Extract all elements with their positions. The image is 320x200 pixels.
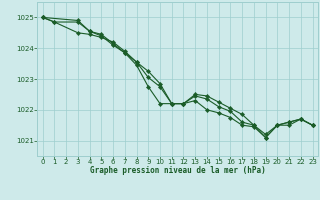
X-axis label: Graphe pression niveau de la mer (hPa): Graphe pression niveau de la mer (hPa): [90, 166, 266, 175]
